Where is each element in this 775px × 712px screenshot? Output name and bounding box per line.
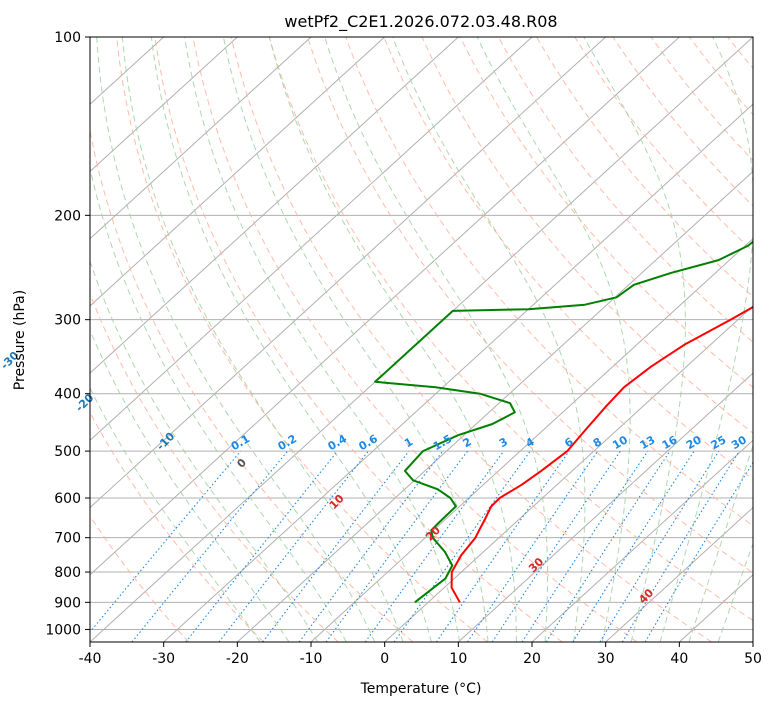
y-tick-label: 500 (54, 444, 81, 460)
y-tick-label: 900 (54, 595, 81, 611)
y-axis-label: Pressure (hPa) (12, 290, 28, 390)
y-tick-label: 600 (54, 491, 81, 507)
y-tick-label: 100 (54, 30, 81, 46)
x-tick-label: -10 (300, 651, 323, 667)
x-tick-label: 40 (670, 651, 688, 667)
y-tick-label: 300 (54, 313, 81, 329)
x-tick-label: 0 (380, 651, 389, 667)
x-tick-label: 30 (597, 651, 615, 667)
x-tick-label: 50 (744, 651, 762, 667)
y-tick-label: 800 (54, 565, 81, 581)
x-tick-label: -30 (152, 651, 175, 667)
y-tick-label: 700 (54, 531, 81, 547)
x-axis-label: Temperature (°C) (360, 681, 482, 697)
chart-title: wetPf2_C2E1.2026.072.03.48.R08 (284, 12, 557, 32)
x-tick-label: 20 (523, 651, 541, 667)
x-tick-label: -40 (79, 651, 102, 667)
y-tick-label: 1000 (45, 622, 81, 638)
x-tick-label: -20 (226, 651, 249, 667)
y-tick-label: 200 (54, 208, 81, 224)
y-tick-label: 400 (54, 387, 81, 403)
x-tick-label: 10 (449, 651, 467, 667)
